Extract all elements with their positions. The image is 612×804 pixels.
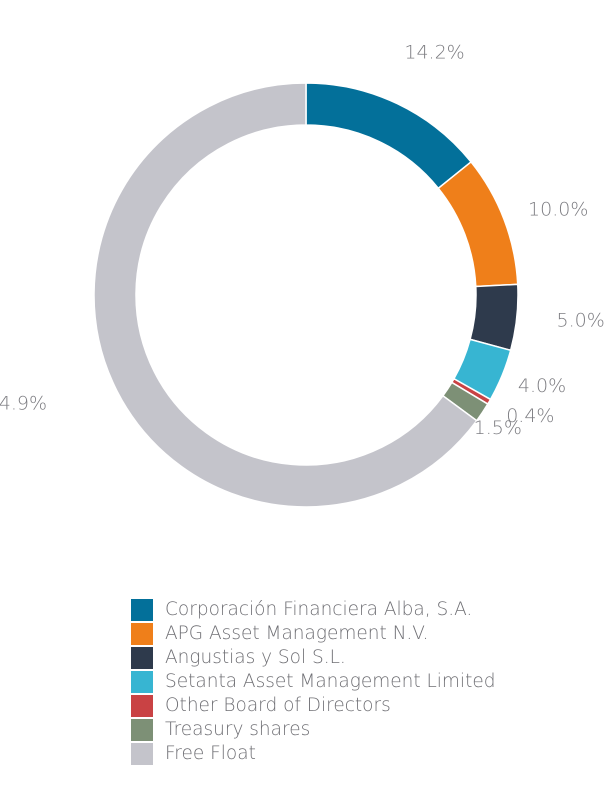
legend-label: Free Float <box>165 743 256 764</box>
slice-value-label: 4.0% <box>518 375 566 397</box>
legend-label: Setanta Asset Management Limited <box>165 671 496 692</box>
donut-slice-6 <box>93 82 478 508</box>
legend-swatch <box>131 695 153 717</box>
legend-swatch <box>131 623 153 645</box>
legend-item: Setanta Asset Management Limited <box>131 670 571 694</box>
legend-label: Treasury shares <box>165 719 311 740</box>
slice-value-label: 10.0% <box>528 198 588 220</box>
legend-item: Angustias y Sol S.L. <box>131 646 571 670</box>
legend-item: Corporación Financiera Alba, S.A. <box>131 598 571 622</box>
slice-value-label: 14.2% <box>404 41 464 63</box>
legend-item: APG Asset Management N.V. <box>131 622 571 646</box>
legend-label: APG Asset Management N.V. <box>165 623 429 644</box>
legend-item: Free Float <box>131 742 571 766</box>
donut-slice-0 <box>305 82 473 190</box>
chart-legend: Corporación Financiera Alba, S.A. APG Ass… <box>131 598 571 766</box>
legend-label: Angustias y Sol S.L. <box>165 647 346 668</box>
slice-value-label: 5.0% <box>556 310 604 332</box>
donut-slice-2 <box>469 283 519 352</box>
legend-label: Corporación Financiera Alba, S.A. <box>165 599 473 620</box>
legend-swatch <box>131 647 153 669</box>
donut-chart: 14.2% 10.0% 5.0% 4.0% 0.4%1.5% 64.9% <box>0 41 605 508</box>
legend-swatch <box>131 719 153 741</box>
legend-item: Other Board of Directors <box>131 694 571 718</box>
donut-slice-1 <box>437 160 519 288</box>
legend-swatch <box>131 671 153 693</box>
legend-swatch <box>131 599 153 621</box>
legend-item: Treasury shares <box>131 718 571 742</box>
slice-value-label: 0.4% <box>506 405 554 427</box>
slice-value-label: 1.5% <box>474 417 522 439</box>
legend-swatch <box>131 743 153 765</box>
legend-label: Other Board of Directors <box>165 695 391 716</box>
slice-value-label: 64.9% <box>0 392 47 414</box>
